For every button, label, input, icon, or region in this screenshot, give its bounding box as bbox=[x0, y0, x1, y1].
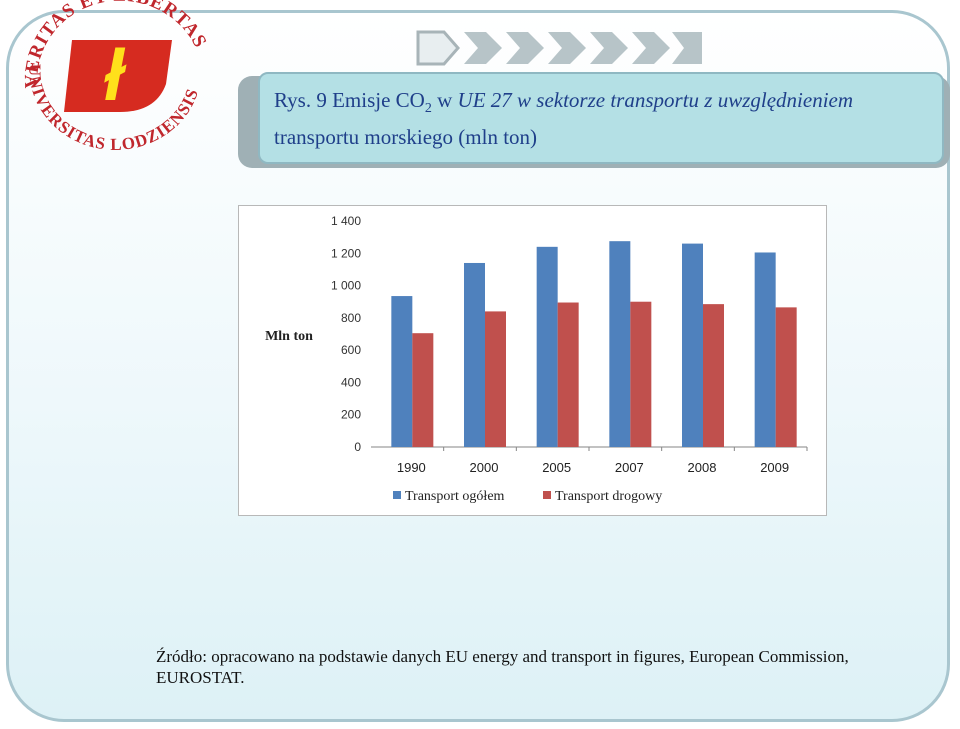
y-axis-title: Mln ton bbox=[265, 329, 313, 344]
bar-transport-road bbox=[775, 307, 797, 447]
chart-container: 0 200 400 600 800 1 000 1 200 1 400 Mln ton 1990 2… bbox=[238, 205, 827, 516]
title-co: CO bbox=[395, 88, 425, 112]
y-tick-label: 400 bbox=[341, 375, 361, 389]
nav-arrow-start-icon bbox=[416, 30, 460, 66]
title-co-subscript: 2 bbox=[424, 101, 432, 117]
bar-transport-total bbox=[464, 262, 485, 447]
bar-transport-total bbox=[754, 252, 776, 447]
y-tick-label: 1 400 bbox=[331, 214, 361, 228]
y-tick-label: 1 200 bbox=[331, 246, 361, 260]
legend-label: Transport ogółem bbox=[405, 489, 505, 504]
title-mid: w bbox=[431, 88, 458, 112]
bar-transport-total bbox=[609, 241, 631, 447]
chevron-arrow-icon bbox=[464, 32, 502, 64]
y-tick-label: 200 bbox=[341, 408, 361, 422]
x-tick-label: 2000 bbox=[470, 460, 499, 475]
x-tick-label: 2008 bbox=[688, 460, 717, 475]
x-tick-label: 1990 bbox=[397, 460, 426, 475]
title-italic-part: UE 27 w sektorze transportu z uwzględnie… bbox=[457, 88, 854, 112]
chevron-arrow-icon bbox=[506, 32, 544, 64]
logo-emblem-letter: ł bbox=[104, 36, 127, 116]
university-logo: VERITAS ET LIBERTAS UNIVERSITAS LODZIENS… bbox=[24, 0, 210, 150]
figure-title: Rys. 9 Emisje CO2 w UE 27 w sektorze tra… bbox=[258, 72, 944, 164]
bar-transport-total bbox=[391, 296, 413, 447]
figure-title-line-2: transportu morskiego (mln ton) bbox=[274, 125, 538, 150]
legend-swatch bbox=[543, 491, 551, 499]
legend-label: Transport drogowy bbox=[555, 489, 662, 504]
figure-title-line-1: Rys. 9 Emisje CO2 w UE 27 w sektorze tra… bbox=[274, 86, 928, 123]
bar-transport-total bbox=[682, 243, 703, 447]
bar-chart: 0 200 400 600 800 1 000 1 200 1 400 Mln ton 1990 2… bbox=[265, 214, 808, 504]
chevron-arrow-icon bbox=[590, 32, 628, 64]
y-tick-label: 800 bbox=[341, 311, 361, 325]
y-tick-label: 1 000 bbox=[331, 279, 361, 293]
x-tick-label: 2005 bbox=[542, 460, 571, 475]
nav-arrow-end-icon bbox=[672, 32, 702, 64]
x-tick-label: 2007 bbox=[615, 460, 644, 475]
y-tick-label: 600 bbox=[341, 343, 361, 357]
nav-arrows-icon bbox=[416, 30, 702, 66]
bar-transport-total bbox=[536, 246, 558, 447]
chevron-arrow-icon bbox=[548, 32, 586, 64]
chevron-arrow-icon bbox=[632, 32, 670, 64]
bar-transport-road bbox=[630, 301, 652, 447]
bar-transport-road bbox=[412, 333, 434, 447]
bar-transport-road bbox=[485, 311, 506, 447]
legend-swatch bbox=[393, 491, 401, 499]
y-tick-label: 0 bbox=[354, 440, 361, 454]
bar-transport-road bbox=[703, 304, 724, 447]
logo-shield-shape bbox=[64, 40, 172, 112]
title-prefix: Rys. 9 Emisje bbox=[274, 88, 396, 112]
source-note: Źródło: opracowano na podstawie danych E… bbox=[156, 647, 849, 687]
x-tick-label: 2009 bbox=[760, 460, 789, 475]
bar-transport-road bbox=[557, 302, 579, 447]
